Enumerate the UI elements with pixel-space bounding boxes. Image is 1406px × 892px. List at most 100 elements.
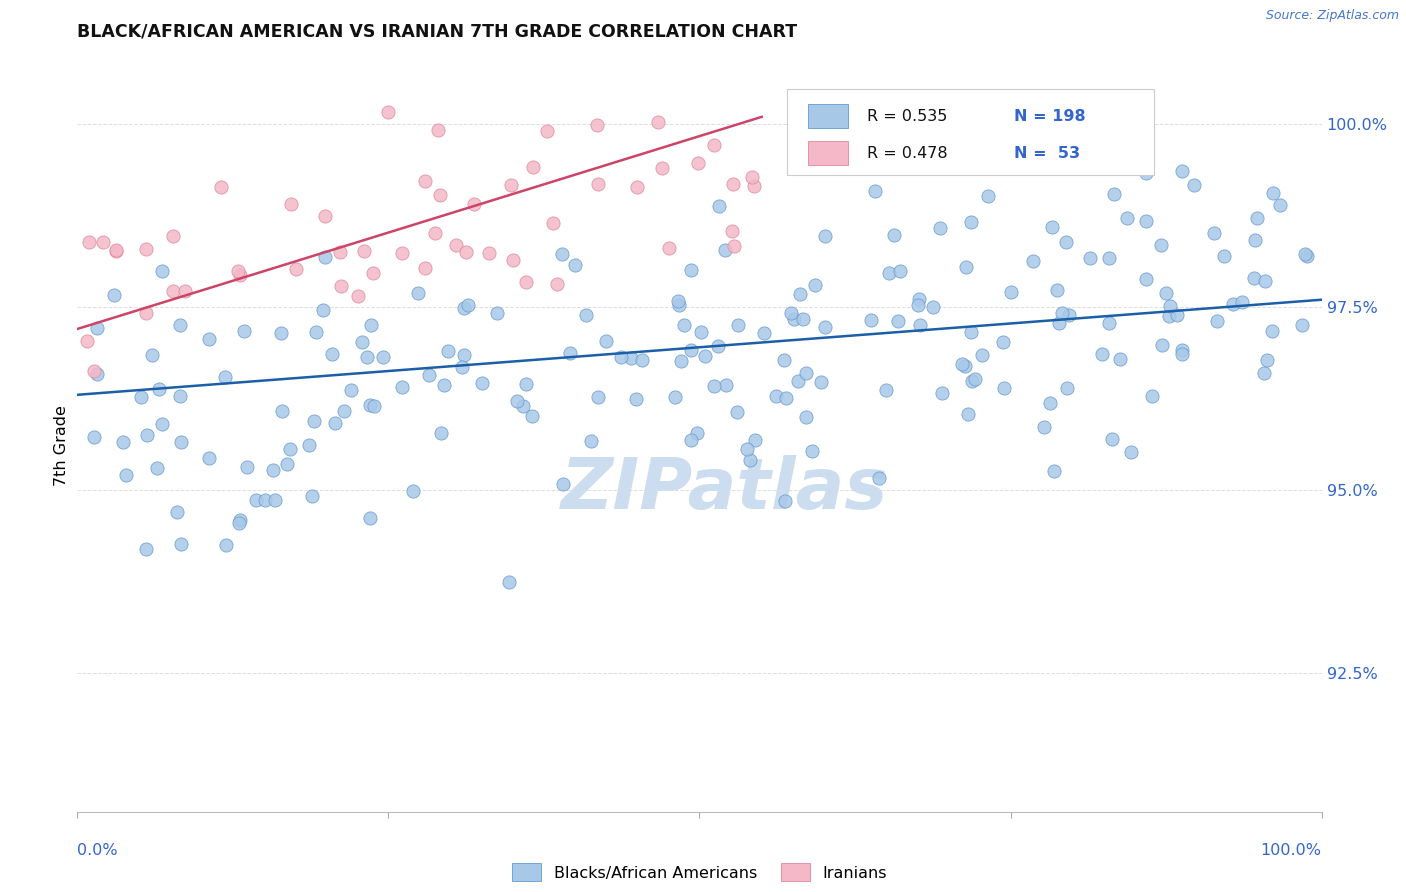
Point — [228, 516, 250, 530]
Point — [330, 279, 353, 293]
Point — [1253, 367, 1275, 381]
Point — [169, 318, 191, 332]
Point — [586, 390, 609, 404]
FancyBboxPatch shape — [786, 89, 1154, 176]
Point — [727, 318, 749, 333]
Point — [501, 178, 523, 192]
Legend: Blacks/African Americans, Iranians: Blacks/African Americans, Iranians — [506, 856, 893, 888]
Point — [1098, 316, 1121, 330]
Point — [889, 264, 911, 278]
Point — [135, 541, 157, 556]
Point — [129, 390, 152, 404]
Point — [280, 197, 302, 211]
Point — [810, 376, 832, 390]
Point — [551, 477, 574, 491]
Point — [679, 343, 702, 357]
Point — [302, 414, 325, 428]
Point — [668, 297, 690, 311]
Point — [1166, 309, 1188, 323]
Point — [1268, 197, 1291, 211]
Point — [1157, 309, 1180, 323]
Point — [1109, 351, 1132, 366]
Point — [86, 368, 108, 382]
Point — [610, 350, 633, 364]
Point — [515, 275, 537, 289]
Point — [446, 238, 468, 252]
Point — [1040, 220, 1063, 235]
Point — [1222, 296, 1244, 310]
Point — [1294, 247, 1316, 261]
Point — [972, 348, 994, 362]
Point — [1116, 211, 1139, 225]
Point — [1159, 299, 1181, 313]
FancyBboxPatch shape — [807, 104, 848, 128]
Point — [1246, 211, 1268, 226]
Point — [226, 264, 249, 278]
Point — [1000, 285, 1022, 299]
Point — [956, 407, 979, 421]
Point — [478, 246, 501, 260]
Point — [436, 344, 458, 359]
Point — [1295, 249, 1317, 263]
Point — [679, 263, 702, 277]
Point — [1022, 254, 1045, 268]
Point — [359, 398, 381, 412]
Point — [314, 250, 336, 264]
Point — [707, 199, 730, 213]
Point — [1098, 251, 1121, 265]
Point — [264, 492, 287, 507]
Point — [1056, 381, 1078, 395]
Point — [963, 371, 986, 385]
Point — [170, 434, 193, 449]
Point — [620, 351, 643, 366]
Text: N = 198: N = 198 — [1014, 109, 1085, 124]
Point — [512, 400, 534, 414]
Point — [298, 437, 321, 451]
Point — [564, 258, 586, 272]
Point — [581, 434, 603, 449]
Point — [236, 460, 259, 475]
Point — [166, 505, 188, 519]
Point — [215, 538, 238, 552]
Point — [664, 390, 686, 404]
Point — [391, 380, 413, 394]
Point — [423, 226, 446, 240]
Point — [908, 292, 931, 306]
Point — [688, 156, 710, 170]
Point — [486, 306, 509, 320]
Point — [536, 124, 558, 138]
Point — [112, 435, 135, 450]
Point — [83, 430, 105, 444]
Point — [907, 298, 929, 312]
Point — [780, 306, 803, 320]
Point — [804, 278, 827, 293]
Point — [868, 471, 890, 485]
Point — [673, 318, 696, 333]
Point — [361, 266, 384, 280]
Point — [406, 285, 429, 300]
Point — [456, 245, 478, 260]
Point — [463, 197, 485, 211]
Point — [741, 170, 763, 185]
Point — [959, 215, 981, 229]
Point — [333, 404, 356, 418]
Point — [560, 346, 582, 360]
Point — [585, 118, 607, 132]
Point — [742, 178, 765, 193]
Point — [1244, 233, 1267, 247]
Point — [588, 177, 610, 191]
Point — [1101, 433, 1123, 447]
Point — [1052, 305, 1074, 319]
Point — [624, 392, 647, 406]
Point — [1091, 347, 1114, 361]
Point — [541, 216, 564, 230]
Point — [418, 368, 440, 382]
Point — [993, 381, 1015, 395]
Point — [703, 379, 725, 393]
Point — [413, 260, 436, 275]
Point — [626, 179, 648, 194]
Point — [105, 243, 128, 257]
Point — [773, 353, 796, 368]
Point — [86, 320, 108, 334]
Point — [209, 180, 232, 194]
